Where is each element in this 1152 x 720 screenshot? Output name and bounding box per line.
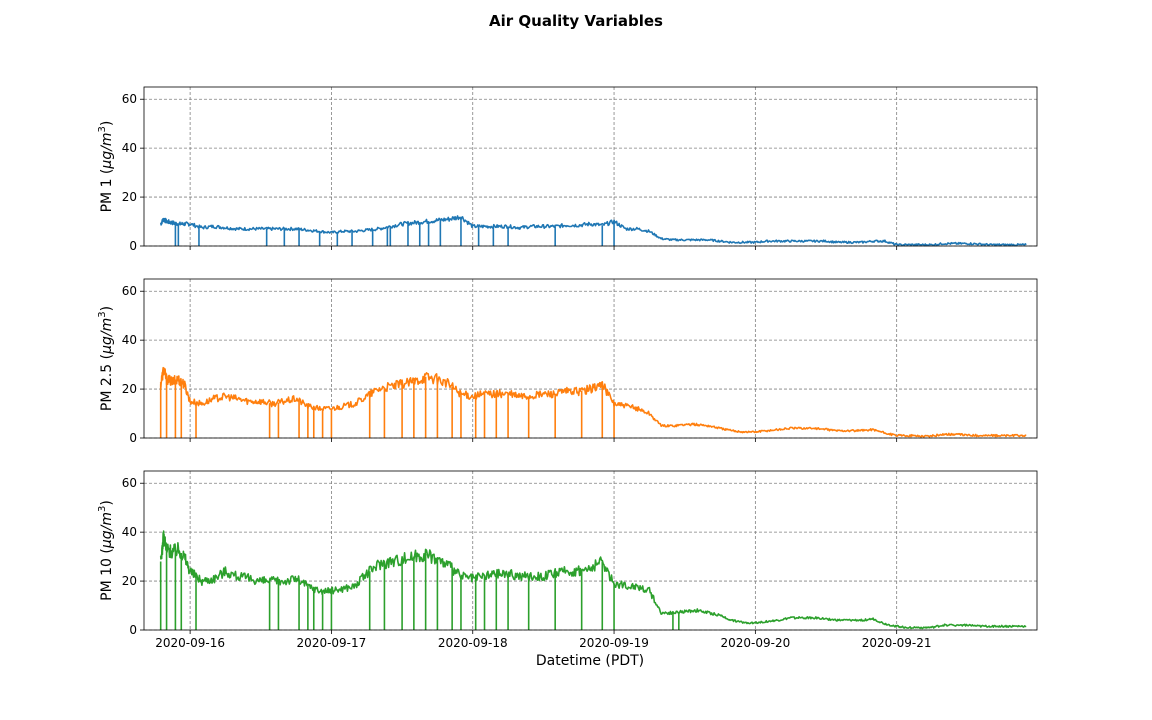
y-tick-label: 0: [129, 623, 137, 637]
series-line-pm-2-5: [159, 366, 1027, 438]
y-tick-label: 0: [129, 239, 137, 253]
y-axis-label-exponent: 3: [97, 126, 108, 132]
y-axis-label-paren: (: [99, 354, 115, 364]
y-axis-label-exponent: 3: [97, 311, 108, 317]
x-tick-label: 2020-09-18: [438, 636, 508, 650]
y-axis-label-unit: μg/m: [99, 512, 115, 549]
axes-frame: [143, 470, 1038, 631]
y-axis-label-paren: ): [99, 306, 115, 311]
y-axis-label-exponent: 3: [97, 506, 108, 512]
y-tick-label: 0: [129, 431, 137, 445]
x-axis-label: Datetime (PDT): [536, 653, 644, 669]
y-tick-label: 40: [122, 333, 137, 347]
y-axis-label-paren: ): [99, 500, 115, 505]
y-axis-label-paren: ): [99, 121, 115, 126]
subplot-1: 0 20 40 60 PM 1 (μg/m3): [97, 86, 1038, 253]
figure-title: Air Quality Variables: [489, 12, 663, 30]
y-tick-label: 40: [122, 525, 137, 539]
y-axis-label-quantity: PM 2.5: [99, 364, 115, 411]
x-tick-label: 2020-09-20: [720, 636, 790, 650]
x-tick-label: 2020-09-16: [155, 636, 225, 650]
y-axis-label-quantity: PM 10: [99, 558, 115, 601]
y-tick-label: 60: [122, 476, 137, 490]
y-axis-label-unit: μg/m: [99, 132, 115, 169]
series-line-pm-10: [159, 530, 1027, 630]
x-tick-label: 2020-09-21: [862, 636, 932, 650]
axes-frame: [143, 86, 1038, 247]
y-axis-label-paren: (: [99, 169, 115, 179]
y-axis-label: PM 1 (μg/m3): [97, 121, 115, 213]
y-axis-label: PM 10 (μg/m3): [97, 500, 115, 601]
subplot-3: 0 20 40 60 2020-09-16 2020-09-17 2020-09-18 202…: [97, 470, 1038, 650]
axes-frame: [143, 278, 1038, 439]
y-axis-label-unit: μg/m: [99, 318, 115, 355]
x-tick-label: 2020-09-19: [579, 636, 649, 650]
subplot-2: 0 20 40 60 PM 2.5 (μg/m3): [97, 278, 1038, 445]
series-line-pm-1: [159, 215, 1027, 247]
y-axis-label: PM 2.5 (μg/m3): [97, 306, 115, 411]
y-tick-label: 40: [122, 141, 137, 155]
y-tick-label: 20: [122, 574, 137, 588]
x-tick-label: 2020-09-17: [297, 636, 367, 650]
y-axis-label-paren: (: [99, 548, 115, 558]
y-tick-label: 20: [122, 382, 137, 396]
y-axis-label-quantity: PM 1: [99, 179, 115, 213]
y-tick-label: 60: [122, 284, 137, 298]
y-tick-label: 60: [122, 92, 137, 106]
y-tick-label: 20: [122, 190, 137, 204]
